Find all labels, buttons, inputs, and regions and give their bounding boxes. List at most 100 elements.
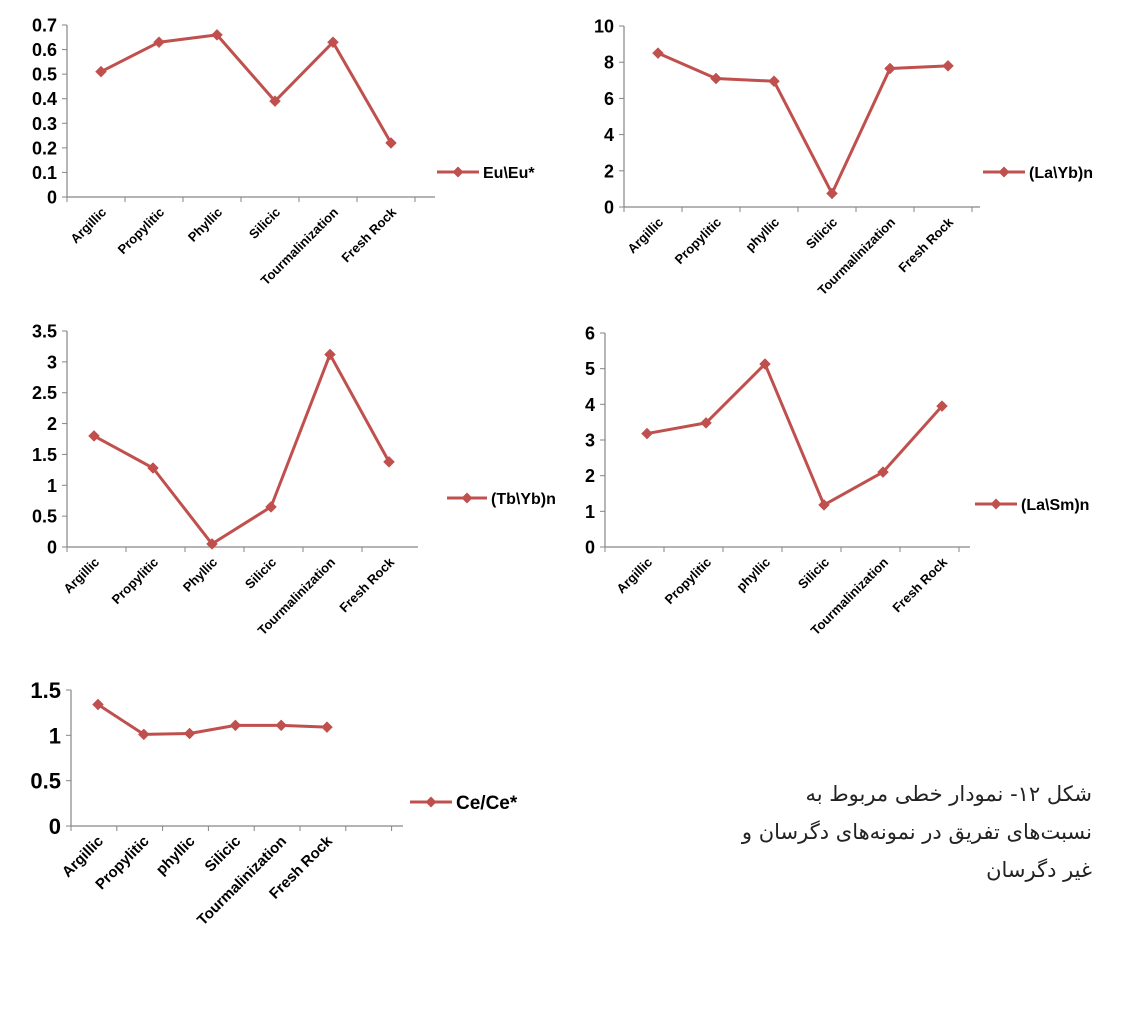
x-tick-label: Silicic bbox=[795, 555, 832, 592]
data-point bbox=[710, 72, 722, 85]
y-tick-label: 2.5 bbox=[32, 383, 57, 403]
y-tick-label: 0 bbox=[585, 537, 595, 557]
y-tick-label: 0.2 bbox=[32, 138, 57, 158]
caption-line-1: شکل ۱۲- نمودار خطی مربوط به bbox=[805, 782, 1092, 806]
x-tick-label: Propylitic bbox=[115, 205, 168, 258]
series-line bbox=[646, 362, 944, 507]
data-point bbox=[265, 501, 277, 513]
x-tick-label: phyllic bbox=[742, 215, 782, 255]
y-tick-label: 0.5 bbox=[32, 507, 57, 527]
series-line bbox=[657, 51, 949, 195]
x-tick-label: Propylitic bbox=[672, 215, 725, 268]
data-point bbox=[95, 65, 107, 78]
y-tick-label: 5 bbox=[585, 359, 595, 379]
data-point bbox=[324, 348, 336, 361]
data-point bbox=[385, 137, 397, 149]
y-tick-label: 3 bbox=[585, 430, 595, 450]
data-point bbox=[229, 719, 242, 732]
y-tick-label: 0 bbox=[47, 537, 57, 557]
x-tick-label: Fresh Rock bbox=[895, 214, 956, 275]
legend-label: Ce/Ce* bbox=[456, 793, 518, 814]
y-tick-label: 10 bbox=[594, 16, 614, 36]
x-tick-label: Fresh Rock bbox=[336, 554, 397, 615]
legend-label: (La\Sm)n bbox=[1021, 497, 1089, 514]
x-tick-label: Propylitic bbox=[662, 555, 715, 608]
y-tick-label: 0 bbox=[604, 197, 614, 217]
data-point bbox=[641, 427, 653, 440]
series-line bbox=[100, 33, 393, 144]
x-tick-label: Silicic bbox=[242, 555, 279, 592]
x-tick-label: Phyllic bbox=[185, 205, 225, 245]
y-tick-label: 0.4 bbox=[32, 89, 57, 109]
legend-swatch-marker bbox=[425, 796, 437, 808]
data-point bbox=[884, 62, 896, 75]
x-tick-label: phyllic bbox=[153, 833, 199, 879]
data-point bbox=[327, 36, 339, 49]
x-tick-label: Phyllic bbox=[180, 555, 220, 595]
y-tick-label: 1 bbox=[49, 723, 61, 748]
x-tick-label: Fresh Rock bbox=[338, 204, 399, 265]
y-tick-label: 3.5 bbox=[32, 321, 57, 341]
caption-line-2: نسبت‌های تفریق در نمونه‌های دگرسان و bbox=[741, 820, 1092, 844]
data-point bbox=[700, 417, 712, 429]
data-point bbox=[652, 47, 664, 60]
legend-label: Eu\Eu* bbox=[483, 165, 535, 182]
data-point bbox=[147, 462, 159, 474]
chart-1: 0 0.1 0.2 0.3 0.4 0.5 0.6 0.7 Argillic Propylitic… bbox=[32, 15, 535, 288]
data-point bbox=[153, 36, 165, 49]
x-tick-label: Silicic bbox=[803, 215, 840, 252]
y-tick-label: 0.5 bbox=[30, 769, 61, 794]
data-point bbox=[321, 721, 333, 734]
x-tick-label: Fresh Rock bbox=[889, 554, 950, 615]
data-point bbox=[183, 727, 196, 740]
y-tick-label: 2 bbox=[604, 161, 614, 181]
data-point bbox=[211, 28, 223, 41]
y-tick-label: 6 bbox=[604, 89, 614, 109]
y-tick-label: 1 bbox=[47, 476, 57, 496]
data-point bbox=[88, 430, 100, 442]
data-point bbox=[942, 59, 954, 72]
y-tick-label: 0 bbox=[47, 187, 57, 207]
x-tick-label: Silicic bbox=[202, 833, 245, 876]
legend-swatch-marker bbox=[990, 498, 1002, 510]
chart-3: 0 0.5 1 1.5 2 2.5 3 3.5 Argillic Propylitic Phylli… bbox=[32, 321, 556, 638]
legend-label: (Tb\Yb)n bbox=[491, 491, 556, 508]
y-tick-label: 6 bbox=[585, 323, 595, 343]
y-tick-label: 2 bbox=[585, 466, 595, 486]
x-tick-label: Propylitic bbox=[109, 555, 162, 608]
data-point bbox=[137, 728, 150, 741]
x-tick-label: Argillic bbox=[613, 555, 655, 597]
data-point bbox=[768, 75, 780, 88]
data-point bbox=[269, 95, 281, 108]
y-tick-label: 1.5 bbox=[32, 445, 57, 465]
x-tick-label: Silicic bbox=[246, 205, 283, 242]
y-tick-label: 4 bbox=[585, 395, 595, 415]
y-tick-label: 8 bbox=[604, 53, 614, 73]
series-line bbox=[93, 352, 391, 546]
data-point bbox=[92, 698, 104, 711]
data-point bbox=[936, 400, 948, 412]
data-point bbox=[206, 538, 218, 550]
y-tick-label: 4 bbox=[604, 125, 614, 145]
y-tick-label: 2 bbox=[47, 414, 57, 434]
legend-label: (La\Yb)n bbox=[1029, 165, 1093, 182]
legend-swatch-marker bbox=[461, 492, 473, 504]
y-tick-label: 0 bbox=[49, 814, 61, 839]
y-tick-label: 3 bbox=[47, 352, 57, 372]
y-tick-label: 0.3 bbox=[32, 114, 57, 134]
x-tick-label: Argillic bbox=[67, 205, 109, 247]
data-point bbox=[759, 358, 771, 370]
data-point bbox=[818, 499, 830, 511]
x-tick-label: Argillic bbox=[60, 555, 102, 597]
y-tick-label: 0.5 bbox=[32, 65, 57, 85]
series-line bbox=[97, 703, 328, 736]
data-point bbox=[826, 187, 838, 200]
legend-swatch-marker bbox=[452, 166, 464, 178]
y-tick-label: 0.1 bbox=[32, 163, 57, 183]
y-tick-label: 1 bbox=[585, 502, 595, 522]
data-point bbox=[877, 466, 889, 478]
data-point bbox=[383, 455, 395, 468]
